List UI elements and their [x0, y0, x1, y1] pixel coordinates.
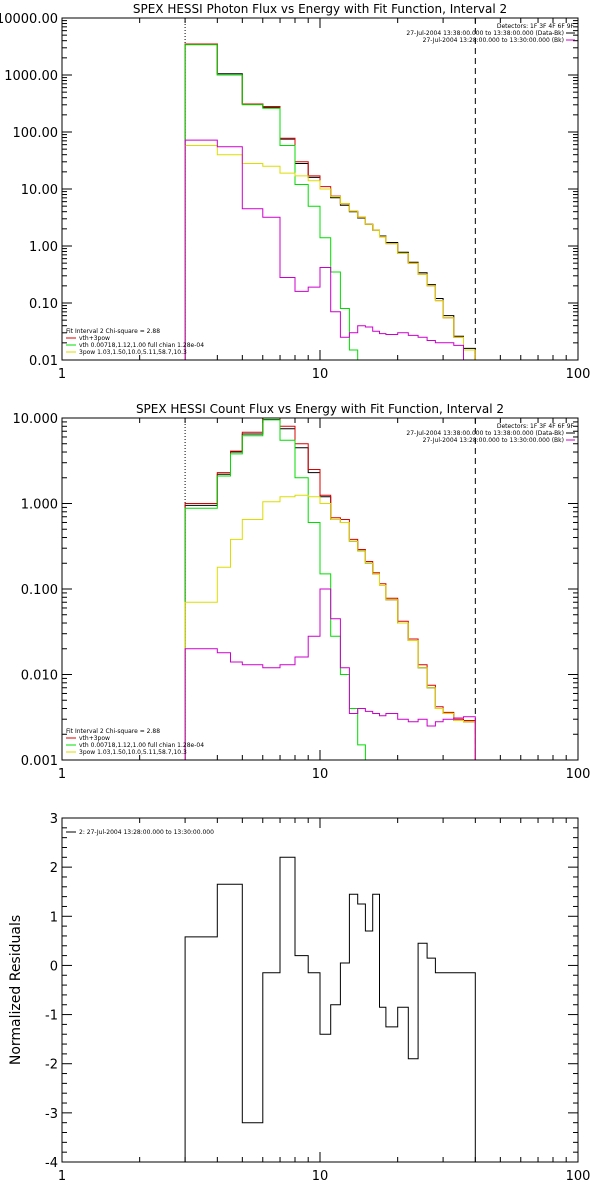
- plot-frame: [61, 17, 579, 361]
- x-tick-label: 10: [312, 367, 329, 382]
- x-tick-label: 100: [566, 367, 591, 382]
- y-tick-label: 1.000: [21, 498, 58, 513]
- chart-title: SPEX HESSI Photon Flux vs Energy with Fi…: [133, 2, 507, 16]
- legend-entry: vth+3pow: [79, 735, 110, 742]
- legend-entry: 3pow 1.03,1.50,10.0,5.11,58.7,10.3: [79, 749, 187, 756]
- y-axis-label: Normalized Residuals: [8, 915, 24, 1065]
- series-line-3: [184, 44, 366, 360]
- y-tick-label: 10.00: [21, 183, 58, 198]
- chart-panel-2: SPEX HESSI Count Flux vs Energy with Fit…: [13, 402, 591, 782]
- y-tick-label: 10.000: [13, 412, 59, 427]
- y-tick-label: 1.00: [29, 240, 58, 255]
- x-tick-label: 10: [312, 767, 329, 782]
- y-tick-label: 0.010: [21, 669, 58, 684]
- legend-entry: vth+3pow: [79, 335, 110, 342]
- y-tick-label: -2: [45, 1058, 58, 1073]
- x-tick-label: 100: [566, 767, 591, 782]
- chart-title: SPEX HESSI Count Flux vs Energy with Fit…: [136, 402, 504, 416]
- series-line-1: [184, 856, 476, 1162]
- y-tick-label: 10000.00: [0, 12, 58, 27]
- series-group: [184, 43, 476, 360]
- legend-entry: Fit Interval 2 Chi-square = 2.88: [66, 328, 160, 335]
- series-line-1: [184, 43, 476, 360]
- x-tick-label: 10: [312, 1169, 329, 1184]
- legend-entry: 27-Jul-2004 13:28:00.000 to 13:30:00.000…: [423, 437, 564, 444]
- series-line-4: [184, 494, 476, 760]
- y-tick-label: 0.10: [29, 297, 58, 312]
- legend-entry: 2: 27-Jul-2004 13:28:00.000 to 13:30:00.…: [79, 829, 214, 836]
- legend-entry: 27-Jul-2004 13:38:00.000 to 13:38:00.000…: [406, 30, 564, 37]
- x-tick-label: 1: [58, 767, 66, 782]
- y-tick-label: 0.100: [21, 583, 58, 598]
- legend-entry: 3pow 1.03,1.50,10.0,5.11,58.7,10.3: [79, 349, 187, 356]
- legend-entry: 27-Jul-2004 13:28:00.000 to 13:30:00.000…: [423, 37, 564, 44]
- chart-panel-1: SPEX HESSI Photon Flux vs Energy with Fi…: [0, 2, 590, 382]
- y-tick-label: 0: [50, 959, 58, 974]
- y-tick-label: 1000.00: [4, 69, 58, 84]
- y-tick-label: 100.00: [13, 126, 59, 141]
- series-group: [184, 856, 476, 1162]
- legend-entry: Detectors: 1F 3F 4F 6F 9F: [497, 23, 575, 30]
- y-tick-label: -3: [45, 1107, 58, 1122]
- legend-entry: 27-Jul-2004 13:38:00.000 to 13:38:00.000…: [406, 430, 564, 437]
- legend-entry: vth 0.00718,1.12,1.00 full chian 1.28e-0…: [79, 742, 204, 749]
- y-tick-label: 2: [50, 861, 58, 876]
- legend-entry: Fit Interval 2 Chi-square = 2.88: [66, 728, 160, 735]
- y-tick-label: 0.01: [29, 354, 58, 369]
- y-tick-label: -4: [45, 1156, 58, 1171]
- series-group: [184, 418, 476, 760]
- plot-frame: [61, 417, 579, 761]
- series-line-5: [184, 139, 464, 360]
- x-tick-label: 100: [566, 1169, 591, 1184]
- x-tick-label: 1: [58, 1169, 66, 1184]
- legend-entry: Detectors: 1F 3F 4F 6F 9F: [497, 423, 575, 430]
- y-tick-label: 0.001: [21, 754, 58, 769]
- x-tick-label: 1: [58, 367, 66, 382]
- series-line-3: [184, 419, 373, 760]
- y-tick-label: -1: [45, 1009, 58, 1024]
- y-tick-label: 3: [50, 812, 58, 827]
- series-line-5: [184, 588, 476, 760]
- plot-frame: [61, 817, 579, 1163]
- legend-entry: vth 0.00718,1.12,1.00 full chian 1.28e-0…: [79, 342, 204, 349]
- chart-panel-3: Normalized Residuals 1 10 100 -4 -3 -2 -1 0 1 2 3 2:…: [8, 812, 590, 1184]
- series-line-2: [184, 43, 476, 360]
- series-line-4: [184, 145, 476, 360]
- y-tick-label: 1: [50, 910, 58, 925]
